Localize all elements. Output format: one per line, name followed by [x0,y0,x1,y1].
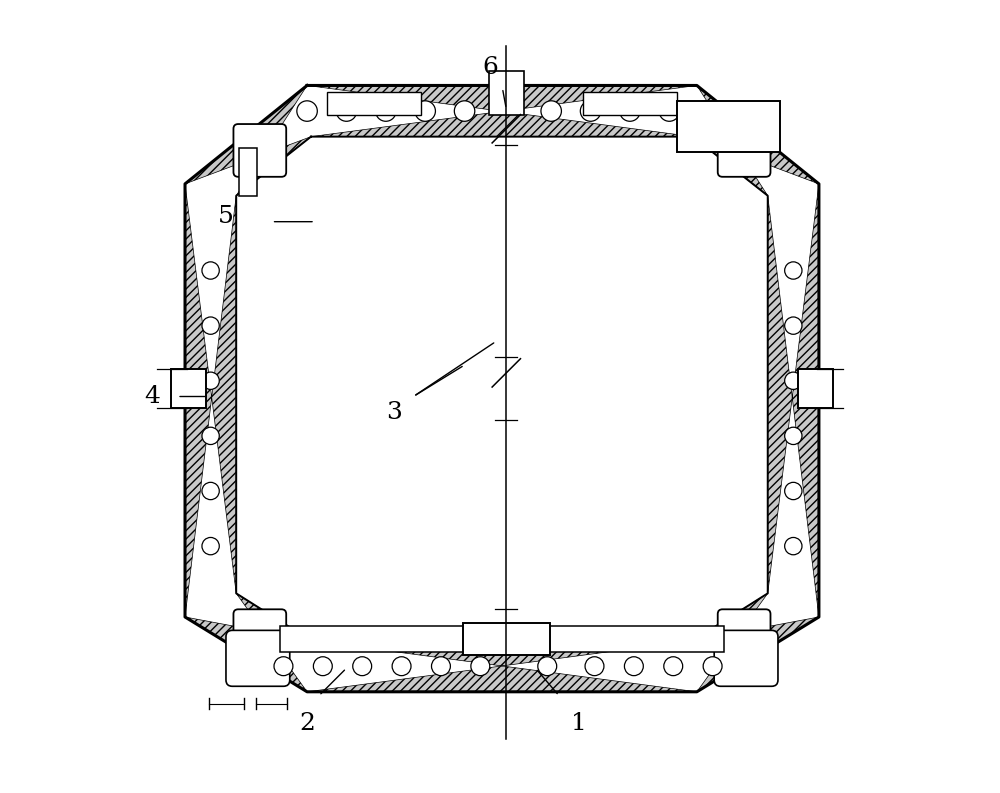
Text: 1: 1 [571,712,587,735]
Bar [677,102,780,152]
Circle shape [431,657,450,676]
Bar [171,369,206,408]
Circle shape [274,657,293,676]
Polygon shape [185,184,236,617]
Circle shape [392,657,411,676]
Circle shape [785,538,802,555]
FancyBboxPatch shape [226,630,290,686]
Circle shape [202,427,219,445]
Text: 5: 5 [218,205,234,228]
Circle shape [353,657,372,676]
Bar [583,92,677,116]
Circle shape [620,101,640,121]
Polygon shape [185,86,311,196]
Bar [463,623,550,655]
FancyBboxPatch shape [718,609,770,662]
Circle shape [202,317,219,335]
Circle shape [694,101,715,121]
Circle shape [664,657,683,676]
Bar [798,369,833,408]
Circle shape [538,657,557,676]
Circle shape [624,657,643,676]
Circle shape [336,101,357,121]
Polygon shape [693,593,819,691]
Circle shape [202,372,219,389]
Circle shape [580,101,601,121]
FancyBboxPatch shape [233,609,286,662]
FancyBboxPatch shape [714,630,778,686]
Circle shape [785,482,802,500]
Polygon shape [307,86,697,136]
Circle shape [785,317,802,335]
Circle shape [785,372,802,389]
Circle shape [659,101,680,121]
Circle shape [313,657,332,676]
Bar [327,92,421,116]
Polygon shape [307,641,697,691]
Text: 3: 3 [386,400,402,423]
Circle shape [471,657,490,676]
Polygon shape [185,593,311,691]
Text: 2: 2 [299,712,315,735]
FancyBboxPatch shape [233,124,286,177]
Text: 4: 4 [144,385,160,408]
Circle shape [454,101,475,121]
Polygon shape [185,86,819,691]
Polygon shape [693,86,819,196]
Circle shape [703,657,722,676]
Text: 6: 6 [483,56,498,79]
Circle shape [785,427,802,445]
Circle shape [202,538,219,555]
Bar [239,148,257,196]
Circle shape [415,101,435,121]
Circle shape [585,657,604,676]
Bar [489,71,524,115]
Polygon shape [768,184,819,617]
Circle shape [785,262,802,279]
Circle shape [541,101,561,121]
Circle shape [202,482,219,500]
Bar [280,626,724,652]
Circle shape [297,101,317,121]
Circle shape [202,262,219,279]
Circle shape [376,101,396,121]
FancyBboxPatch shape [718,124,770,177]
